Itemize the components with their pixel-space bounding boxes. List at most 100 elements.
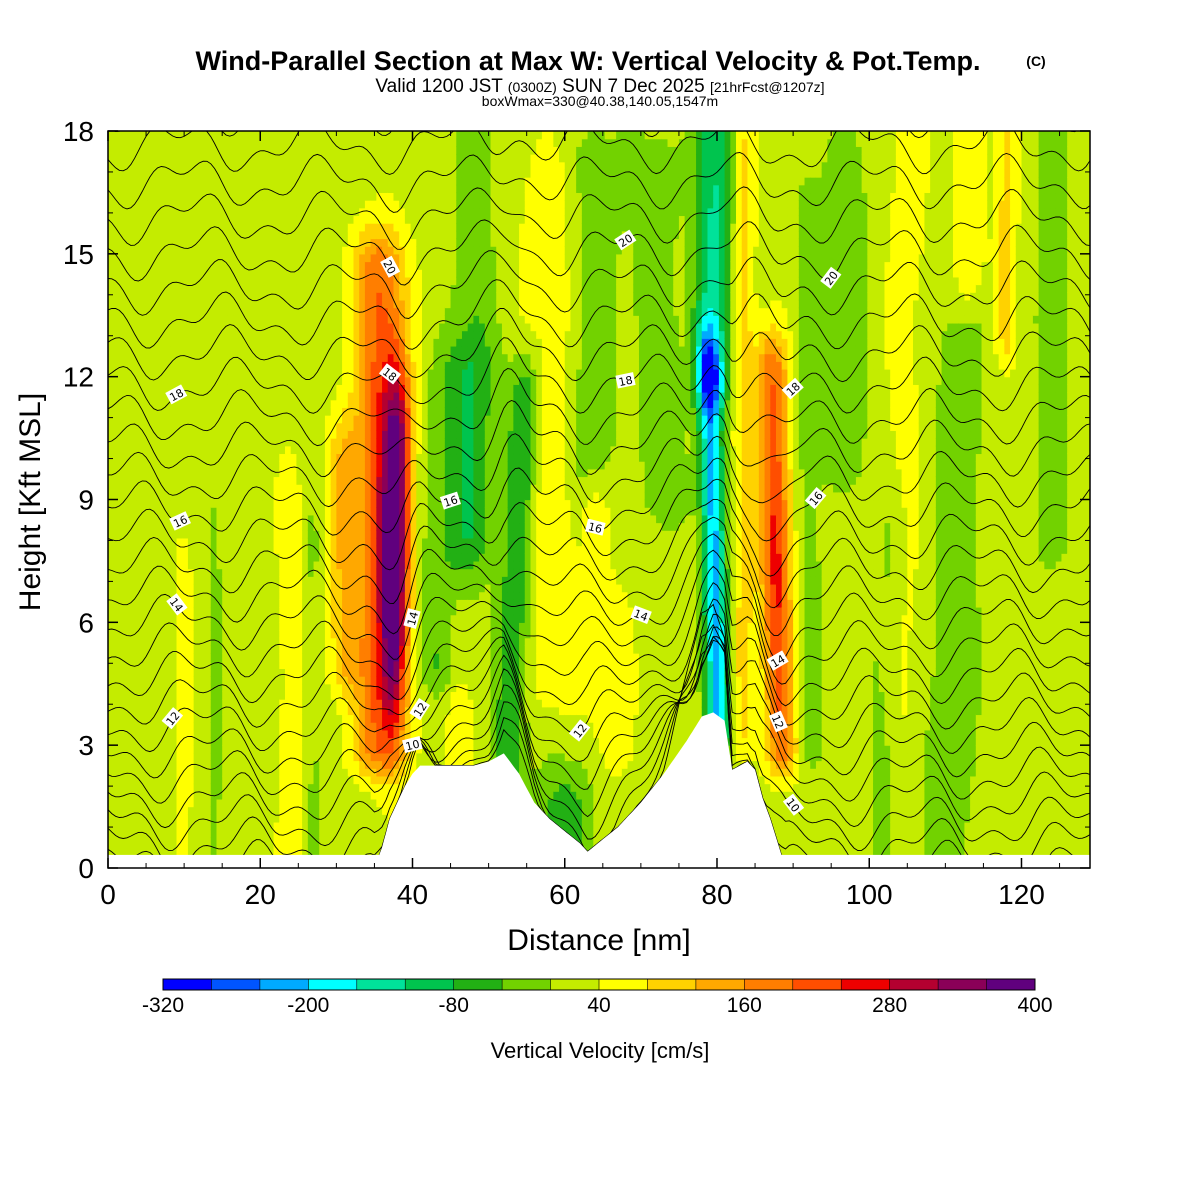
velocity-cell: [227, 729, 235, 739]
velocity-cell: [319, 775, 326, 785]
velocity-cell: [342, 353, 349, 362]
velocity-cell: [256, 668, 263, 677]
velocity-cell: [324, 384, 332, 393]
velocity-cell: [267, 238, 275, 247]
velocity-cell: [267, 299, 275, 309]
velocity-cell: [125, 668, 132, 677]
velocity-cell: [227, 200, 235, 209]
velocity-cell: [250, 699, 258, 708]
velocity-cell: [262, 430, 269, 439]
velocity-cell: [170, 814, 178, 823]
velocity-cell: [136, 131, 143, 140]
velocity-cell: [239, 276, 246, 286]
velocity-cell: [233, 399, 240, 408]
velocity-cell: [364, 653, 372, 662]
velocity-cell: [119, 576, 126, 585]
velocity-cell: [307, 699, 315, 708]
velocity-cell: [113, 530, 121, 539]
velocity-cell: [245, 676, 252, 685]
velocity-cell: [393, 791, 400, 800]
velocity-cell: [353, 468, 360, 478]
velocity-cell: [324, 806, 332, 815]
velocity-cell: [364, 568, 372, 577]
velocity-cell: [370, 368, 377, 378]
velocity-cell: [233, 368, 240, 378]
velocity-cell: [336, 737, 343, 746]
velocity-cell: [302, 307, 309, 316]
velocity-cell: [130, 407, 138, 416]
velocity-cell: [147, 706, 155, 716]
velocity-cell: [222, 192, 229, 201]
velocity-cell: [193, 814, 200, 823]
velocity-cell: [256, 184, 263, 194]
velocity-cell: [233, 630, 240, 639]
velocity-cell: [296, 345, 303, 355]
velocity-cell: [182, 384, 189, 393]
velocity-cell: [336, 353, 343, 362]
velocity-cell: [108, 399, 115, 408]
velocity-cell: [130, 315, 138, 324]
velocity-cell: [250, 514, 258, 524]
velocity-cell: [176, 361, 183, 370]
velocity-cell: [176, 691, 183, 700]
velocity-cell: [284, 422, 292, 432]
velocity-cell: [130, 276, 138, 286]
velocity-cell: [279, 714, 286, 723]
velocity-cell: [284, 844, 292, 854]
velocity-cell: [296, 691, 303, 700]
velocity-cell: [296, 138, 303, 147]
velocity-cell: [187, 837, 195, 846]
velocity-cell: [153, 760, 160, 769]
velocity-cell: [279, 699, 286, 708]
velocity-cell: [170, 683, 178, 693]
velocity-cell: [130, 676, 138, 685]
velocity-cell: [342, 415, 349, 424]
velocity-cell: [233, 476, 240, 485]
velocity-cell: [284, 138, 292, 147]
velocity-cell: [227, 622, 235, 631]
velocity-cell: [290, 791, 298, 800]
velocity-cell: [245, 330, 252, 339]
velocity-cell: [199, 376, 206, 385]
velocity-cell: [273, 161, 280, 170]
velocity-cell: [307, 253, 315, 263]
velocity-cell: [370, 430, 377, 439]
velocity-cell: [290, 583, 298, 593]
velocity-cell: [147, 161, 155, 170]
velocity-cell: [187, 844, 195, 854]
velocity-cell: [193, 246, 200, 255]
velocity-cell: [199, 276, 206, 286]
velocity-cell: [399, 614, 406, 623]
velocity-cell: [142, 238, 149, 247]
velocity-cell: [273, 814, 280, 823]
velocity-cell: [233, 315, 240, 324]
velocity-cell: [296, 307, 303, 316]
velocity-cell: [330, 706, 337, 716]
velocity-cell: [382, 637, 389, 646]
velocity-cell: [284, 814, 292, 823]
velocity-cell: [262, 637, 269, 646]
velocity-cell: [108, 760, 115, 769]
velocity-cell: [262, 353, 269, 362]
velocity-cell: [239, 844, 246, 854]
velocity-cell: [256, 775, 263, 785]
velocity-cell: [342, 706, 349, 716]
velocity-cell: [342, 737, 349, 746]
velocity-cell: [359, 783, 366, 792]
velocity-cell: [205, 545, 212, 554]
velocity-cell: [216, 729, 223, 739]
velocity-cell: [227, 330, 235, 339]
velocity-cell: [273, 430, 280, 439]
velocity-cell: [279, 530, 286, 539]
velocity-cell: [182, 783, 189, 792]
velocity-cell: [239, 138, 246, 147]
velocity-cell: [142, 844, 149, 854]
velocity-cell: [187, 522, 195, 531]
velocity-cell: [182, 553, 189, 562]
velocity-cell: [182, 422, 189, 432]
velocity-cell: [250, 154, 258, 163]
velocity-cell: [153, 461, 160, 470]
velocity-cell: [399, 177, 406, 186]
velocity-cell: [296, 453, 303, 462]
velocity-cell: [307, 814, 315, 823]
